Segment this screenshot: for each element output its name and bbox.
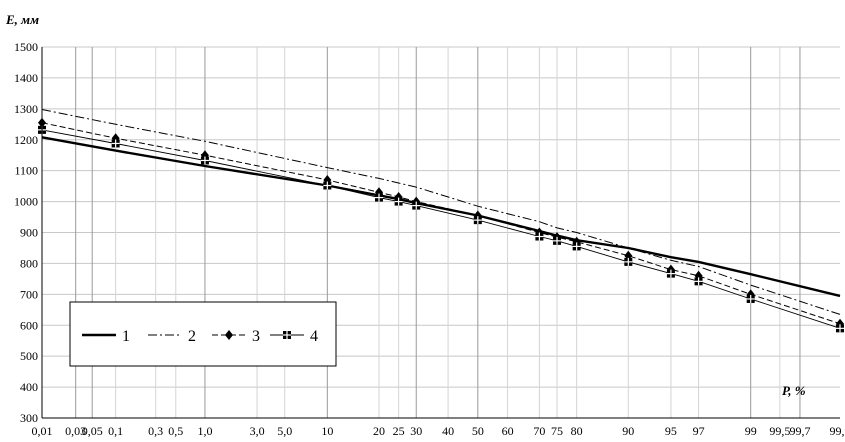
series-4-point bbox=[473, 216, 482, 225]
x-tick-label: 5,0 bbox=[277, 424, 292, 438]
legend-marker bbox=[283, 331, 291, 339]
x-tick-label: 10 bbox=[321, 424, 333, 438]
x-tick-label: 0,3 bbox=[148, 424, 163, 438]
x-tick-label: 30 bbox=[410, 424, 422, 438]
series-1 bbox=[41, 136, 841, 298]
series-4-point bbox=[836, 324, 844, 333]
series-4-point bbox=[535, 232, 544, 241]
y-tick-label: 400 bbox=[20, 380, 38, 394]
y-tick-label: 1300 bbox=[14, 102, 38, 116]
x-tick-label: 20 bbox=[373, 424, 385, 438]
legend-marker bbox=[225, 330, 233, 340]
series-4-point bbox=[412, 201, 421, 210]
y-axis-label: E, мм bbox=[5, 12, 39, 27]
legend: 1 2 3 4 bbox=[69, 301, 337, 367]
series-4-point bbox=[666, 269, 675, 278]
x-tick-label: 75 bbox=[551, 424, 563, 438]
legend-item-3: 3 bbox=[212, 328, 260, 345]
x-tick-label: 60 bbox=[502, 424, 514, 438]
series-1-line bbox=[41, 136, 841, 298]
y-tick-label: 600 bbox=[20, 318, 38, 332]
series-4-point bbox=[694, 277, 703, 286]
legend-label: 3 bbox=[252, 328, 260, 345]
series-3-line bbox=[41, 122, 841, 325]
y-tick-label: 700 bbox=[20, 287, 38, 301]
x-tick-label: 40 bbox=[442, 424, 454, 438]
series-2 bbox=[41, 109, 841, 315]
legend-item-1: 1 bbox=[82, 328, 130, 345]
legend-label: 2 bbox=[188, 328, 196, 345]
x-tick-label: 0,05 bbox=[82, 424, 103, 438]
legend-label: 1 bbox=[122, 328, 130, 345]
series-4-point bbox=[624, 257, 633, 266]
axes bbox=[41, 47, 840, 419]
series-4-line bbox=[41, 129, 841, 329]
y-tick-label: 1100 bbox=[14, 164, 38, 178]
y-tick-label: 300 bbox=[20, 411, 38, 425]
x-tick-label: 70 bbox=[533, 424, 545, 438]
x-tick-label: 97 bbox=[693, 424, 705, 438]
series-4-point bbox=[572, 242, 581, 251]
x-tick-label: 0,01 bbox=[32, 424, 53, 438]
x-tick-label: 0,5 bbox=[168, 424, 183, 438]
x-tick-label: 0,1 bbox=[108, 424, 123, 438]
x-tick-label: 3,0 bbox=[250, 424, 265, 438]
series-layer bbox=[38, 109, 844, 333]
series-4-point bbox=[374, 193, 383, 202]
series-4-point bbox=[200, 156, 209, 165]
series-4-point bbox=[553, 236, 562, 245]
x-tick-label: 0,03 bbox=[65, 424, 86, 438]
x-tick-labels: 0,01 0,030,05 0,1 0,3 0,5 1,0 3,0 5,0 10 20 25 30 40… bbox=[32, 424, 845, 438]
series-4-point bbox=[323, 181, 332, 190]
series-4 bbox=[38, 125, 844, 333]
y-tick-label: 1000 bbox=[14, 195, 38, 209]
x-tick-label: 95 bbox=[665, 424, 677, 438]
series-4-point bbox=[111, 139, 120, 148]
x-tick-label: 99,5 bbox=[769, 424, 790, 438]
x-tick-label: 90 bbox=[622, 424, 634, 438]
x-tick-label: 25 bbox=[393, 424, 405, 438]
series-4-point bbox=[746, 294, 755, 303]
legend-item-4: 4 bbox=[270, 328, 318, 345]
y-tick-labels: 300 400 500 600 700 800 900 1000 1100 1200 1300 140… bbox=[14, 40, 38, 425]
legend-label: 4 bbox=[310, 328, 318, 345]
y-tick-label: 1400 bbox=[14, 71, 38, 85]
y-tick-label: 1500 bbox=[14, 40, 38, 54]
x-tick-label: 99,9 bbox=[830, 424, 845, 438]
x-axis-label: P, % bbox=[782, 383, 806, 398]
x-tick-label: 1,0 bbox=[197, 424, 212, 438]
y-tick-label: 500 bbox=[20, 349, 38, 363]
y-tick-label: 1200 bbox=[14, 133, 38, 147]
x-tick-label: 80 bbox=[571, 424, 583, 438]
legend-item-2: 2 bbox=[148, 328, 196, 345]
y-tick-label: 800 bbox=[20, 256, 38, 270]
series-2-line bbox=[41, 109, 841, 315]
series-4-point bbox=[394, 197, 403, 206]
y-tick-label: 900 bbox=[20, 226, 38, 240]
x-tick-label: 99 bbox=[745, 424, 757, 438]
x-tick-label: 50 bbox=[472, 424, 484, 438]
series-3 bbox=[38, 117, 844, 329]
x-tick-label: 99,7 bbox=[789, 424, 810, 438]
